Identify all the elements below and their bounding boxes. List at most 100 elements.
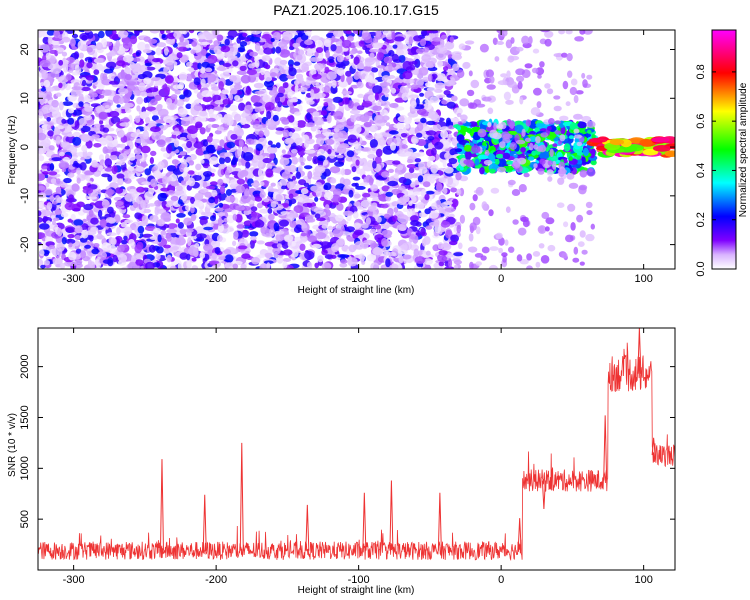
spectrogram-cell [385,122,391,127]
spectrogram-cell [185,205,190,211]
spectrogram-cell [402,208,409,213]
spectrogram-cell [363,239,374,244]
spectrogram-cell [239,65,247,72]
spectrogram-cell [410,84,419,90]
spectrogram-cell [163,244,171,249]
spectrogram-cell [397,214,409,224]
spectrogram-cell [379,109,389,117]
spectrogram-cell [296,54,303,61]
spectrogram-cell [55,135,61,145]
spectrogram-cell [148,203,156,207]
spectrogram-cell [150,126,161,133]
spectrogram-cell [256,202,263,209]
spectrogram-cell [251,256,261,265]
spectrogram-cell [306,100,315,105]
spectrogram-cell [105,135,113,144]
spectrogram-cell [260,69,266,76]
spectrogram-cell [154,200,162,207]
spectrogram-cell [272,114,279,122]
spectrogram-cell [83,94,91,103]
spectrogram-cell [116,104,121,108]
spectrogram-cell [145,106,156,111]
spectrogram-cell [270,38,275,42]
spectrogram-cell [314,165,326,174]
spectrogram-cell [325,50,330,59]
spectrogram-cell [202,96,213,103]
spectrogram-cell [274,230,285,235]
spectrogram-cell [176,213,186,218]
spectrogram-cell [278,86,286,95]
spectrogram-cell [38,232,46,239]
spectrogram-cell [254,42,261,52]
spectrogram-cell [41,165,48,170]
spectrogram-cell [59,151,65,157]
spectrogram-cell [294,111,302,116]
spectrogram-cell [50,178,57,184]
spectrogram-cell [202,171,213,177]
spectrogram-cell [175,185,183,192]
spectrogram-cell [237,129,245,137]
spectrogram-cell [301,222,308,232]
spectrogram-cell [145,116,151,124]
spectrogram-cell [57,228,63,237]
spectrogram-cell [447,258,453,268]
spectrogram-cell [287,115,293,120]
spectrogram-cell [349,50,356,55]
spectrogram-cell [208,197,216,204]
spectrogram-cell [314,196,319,202]
spectrogram-cell [245,85,251,95]
spectrogram-cell [338,143,349,149]
spectrogram-cell [127,166,135,172]
spectrogram-cell [310,125,317,132]
spectrogram-cell [336,154,344,159]
spectrogram-cell [68,251,77,261]
spectrogram-cell [199,73,209,79]
spectrogram-cell [124,178,132,184]
spectrogram-cell [165,30,171,34]
spectrogram-cell [99,218,107,228]
spectrogram-cell [232,263,239,269]
spectrogram-cell [220,45,231,53]
spectrogram-cell [340,168,345,176]
spectrogram-cell [267,140,273,146]
spectrogram-cell [224,38,230,46]
spectrogram-cell [437,60,443,68]
spectrogram-cell [82,187,94,194]
spectrogram-cell [245,138,255,145]
spectrogram-cell [108,110,120,118]
spectrogram-cell [422,77,430,82]
spectrogram-cell [408,36,413,45]
spectrogram-cell [219,139,225,147]
spectrogram-cell [209,181,218,186]
spectrogram-cell [413,35,422,42]
spectrogram-cell [190,49,196,55]
spectrogram-cell [186,260,192,268]
spectrogram-cell [207,117,216,122]
spectrogram-cell [205,185,216,190]
spectrogram-cell [275,46,282,54]
spectrogram-cell [124,219,133,224]
spectrogram-cell [104,167,113,172]
spectrogram-cell [157,192,168,202]
spectrogram-cell [49,49,58,55]
spectrogram-cell [253,102,263,107]
spectrogram-cell [60,141,66,148]
spectrogram-cell [324,85,330,93]
spectrogram-cell [258,155,264,160]
spectrogram-cell [408,167,415,174]
spectrogram-cell [358,40,365,47]
spectrogram-cell [104,158,113,167]
spectrogram-cell [173,31,182,39]
spectrogram-cell [58,101,64,111]
spectrogram-cell [97,209,103,218]
spectrogram-cell [124,193,135,202]
spectrogram-cell [410,100,417,109]
spectrogram-cell [144,168,151,176]
spectrogram-cell [129,35,138,45]
spectrogram-cell [131,57,141,62]
spectrogram-cell [81,134,91,143]
spectrogram-cell [203,211,214,217]
spectrogram-cell [363,66,372,72]
spectrogram-cell [130,132,138,138]
spectrogram-cell [311,73,322,80]
